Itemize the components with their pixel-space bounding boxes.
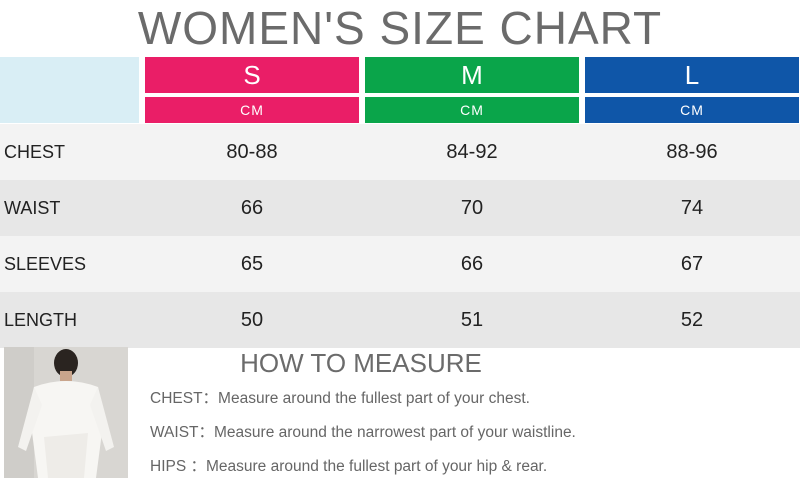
measure-text: Measure around the narrowest part of you… [214, 424, 576, 441]
measure-line-chest: CHEST：Measure around the fullest part of… [150, 386, 530, 408]
unit-header-l: CM [585, 97, 799, 123]
cell-value: 52 [680, 309, 704, 331]
measure-key: CHEST： [150, 390, 219, 407]
table-row-sleeves: SLEEVES 65 66 67 [0, 236, 800, 292]
cell-value: 84-92 [446, 141, 498, 163]
unit-header-m: CM [365, 97, 579, 123]
row-label: CHEST [4, 142, 66, 162]
cell-value: 66 [240, 197, 264, 219]
unit-header-s: CM [145, 97, 359, 123]
cell-value: 50 [240, 309, 264, 331]
cell-value: 65 [240, 253, 264, 275]
cell-value: 80-88 [226, 141, 278, 163]
size-header-s: S [145, 57, 359, 93]
row-label: SLEEVES [4, 254, 87, 274]
cell-value: 66 [460, 253, 484, 275]
header-corner-cell [0, 57, 139, 123]
how-to-measure-title: HOW TO MEASURE [240, 348, 482, 378]
table-row-chest: CHEST 80-88 84-92 88-96 [0, 124, 800, 180]
measure-text: Measure around the fullest part of your … [218, 390, 530, 407]
row-label: LENGTH [4, 310, 78, 330]
chart-title: WOMEN'S SIZE CHART [137, 2, 663, 54]
measure-key: HIPS ： [150, 458, 206, 475]
table-row-length: LENGTH 50 51 52 [0, 292, 800, 348]
size-header-m: M [365, 57, 579, 93]
measure-text: Measure around the fullest part of your … [205, 458, 548, 475]
measure-line-waist: WAIST：Measure around the narrowest part … [150, 420, 576, 442]
measure-key: WAIST： [150, 424, 215, 441]
cell-value: 88-96 [666, 141, 718, 163]
cell-value: 67 [680, 253, 704, 275]
cell-value: 70 [460, 197, 484, 219]
cell-value: 74 [680, 197, 704, 219]
table-row-waist: WAIST 66 70 74 [0, 180, 800, 236]
size-header-l: L [585, 57, 799, 93]
cell-value: 51 [460, 309, 484, 331]
measure-line-hips: HIPS ：Measure around the fullest part of… [150, 454, 547, 476]
row-label: WAIST [4, 198, 61, 218]
model-photo [4, 347, 128, 478]
